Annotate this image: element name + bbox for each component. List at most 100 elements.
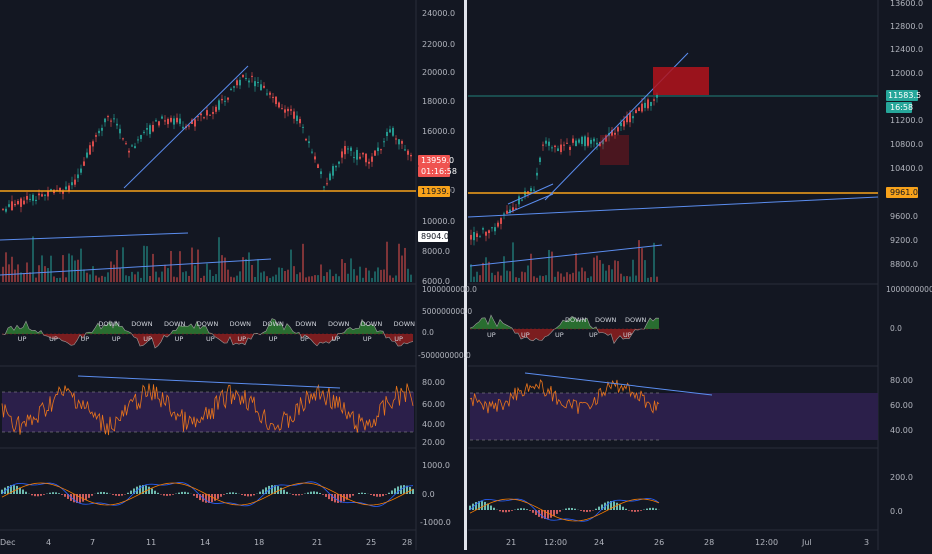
candle-body: [614, 133, 616, 135]
candle-body: [32, 195, 34, 201]
macd-histogram-bar: [61, 494, 63, 495]
right-price-tick: 10400.0: [890, 164, 923, 173]
volume-bar: [68, 254, 70, 282]
volume-bar: [545, 275, 547, 282]
volume-bar: [611, 269, 613, 282]
candle-body: [20, 198, 22, 206]
left-price-tick: 22000.0: [422, 40, 455, 49]
volume-bar: [332, 276, 334, 282]
left-price-tick: 10000.0: [422, 217, 455, 226]
volume-bar: [377, 267, 379, 282]
volume-bar: [308, 276, 310, 282]
macd-histogram-bar: [529, 510, 531, 511]
oscillator-area: [539, 329, 542, 340]
volume-bar: [497, 272, 499, 282]
candle-body: [629, 113, 631, 122]
volume-bar: [578, 271, 580, 282]
right-last-price-label: 11583.5: [888, 91, 921, 100]
volume-bar: [119, 268, 121, 282]
candle-body: [377, 148, 379, 151]
macd-histogram-bar: [565, 509, 567, 510]
candle-body: [110, 121, 112, 122]
macd-histogram-bar: [214, 494, 216, 501]
candle-body: [44, 195, 46, 196]
volume-bar: [203, 276, 205, 282]
candle-body: [98, 131, 100, 133]
macd-histogram-bar: [571, 508, 573, 510]
macd-histogram-bar: [220, 494, 222, 497]
volume-bar: [290, 250, 292, 282]
volume-bar: [161, 272, 163, 282]
candle-body: [338, 162, 340, 164]
osc-up-label: UP: [363, 335, 372, 343]
volume-bar: [32, 236, 34, 282]
candle-body: [113, 118, 115, 119]
rsi-tick: 80.00: [890, 376, 913, 385]
demand-zone: [600, 135, 629, 165]
candle-body: [530, 188, 532, 191]
volume-bar: [101, 276, 103, 282]
volume-bar: [362, 278, 364, 282]
macd-histogram-bar: [55, 492, 57, 494]
volume-bar: [272, 276, 274, 282]
macd-histogram-bar: [511, 510, 513, 511]
macd-histogram-bar: [361, 493, 363, 494]
macd-histogram-bar: [547, 510, 549, 519]
volume-bar: [278, 267, 280, 282]
candle-body: [545, 141, 547, 144]
macd-histogram-bar: [166, 494, 168, 496]
volume-bar: [233, 277, 235, 282]
candle-body: [116, 124, 118, 126]
right-rsi-axis[interactable]: 80.00 60.00 40.00: [890, 376, 913, 435]
volume-bar: [560, 273, 562, 282]
volume-bar: [338, 276, 340, 282]
right-price-tick: 13600.0: [890, 0, 923, 8]
candle-body: [224, 101, 226, 102]
volume-bar: [35, 278, 37, 282]
time-tick: 24: [594, 538, 604, 547]
candle-body: [164, 120, 166, 121]
volume-bar: [227, 270, 229, 282]
time-tick: 25: [366, 538, 376, 547]
candle-body: [539, 158, 541, 162]
oscillator-area: [410, 334, 413, 342]
candle-body: [308, 141, 310, 143]
volume-bar: [557, 272, 559, 282]
osc-down-label: DOWN: [262, 320, 284, 328]
volume-bar: [644, 260, 646, 282]
layout-divider[interactable]: [464, 0, 467, 550]
macd-histogram-bar: [115, 494, 117, 496]
left-price-tick: 18000.0: [422, 97, 455, 106]
volume-bar: [155, 272, 157, 282]
volume-bar: [575, 253, 577, 282]
macd-histogram-bar: [247, 494, 249, 496]
volume-bar: [524, 272, 526, 282]
macd-histogram-bar: [646, 509, 648, 510]
macd-histogram-bar: [652, 508, 654, 510]
candle-body: [365, 154, 367, 163]
volume-bar: [515, 277, 517, 282]
macd-histogram-bar: [631, 510, 633, 512]
volume-bar: [197, 250, 199, 282]
candle-body: [302, 127, 304, 128]
candle-body: [359, 157, 361, 159]
candle-body: [407, 151, 409, 155]
volume-bar: [626, 276, 628, 282]
volume-bar: [380, 270, 382, 282]
candle-body: [86, 153, 88, 158]
macd-histogram-bar: [229, 492, 231, 494]
candle-body: [533, 190, 535, 191]
candle-body: [323, 187, 325, 188]
candle-body: [389, 129, 391, 132]
candle-body: [158, 121, 160, 125]
volume-bar: [5, 252, 7, 282]
candle-body: [230, 89, 232, 90]
volume-bar: [188, 276, 190, 282]
macd-histogram-bar: [181, 492, 183, 494]
volume-bar: [260, 273, 262, 282]
oscillator-area: [404, 334, 407, 344]
macd-histogram-bar: [43, 494, 45, 495]
candle-body: [587, 137, 589, 145]
macd-histogram-bar: [244, 494, 246, 496]
